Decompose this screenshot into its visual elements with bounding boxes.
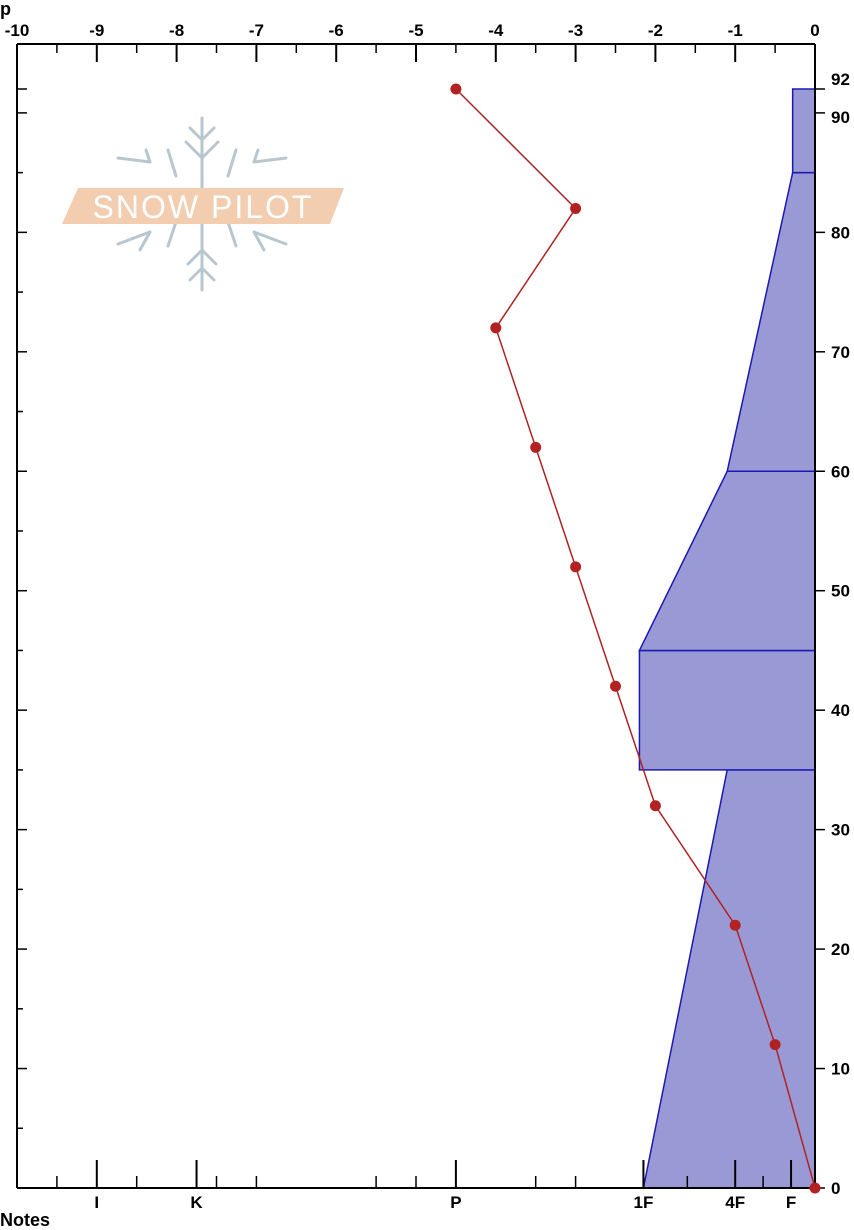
top-tick-label: -2: [648, 21, 663, 40]
snow-pilot-logo: SNOW PILOT: [62, 116, 344, 292]
top-tick-label: -10: [5, 21, 30, 40]
temperature-point: [809, 1182, 821, 1194]
right-tick-label: 80: [831, 223, 850, 242]
temperature-point: [570, 561, 582, 573]
right-tick-label: 92: [831, 70, 850, 89]
bottom-tick-label: K: [190, 1193, 203, 1212]
top-tick-label: -8: [169, 21, 184, 40]
right-tick-label: 20: [831, 940, 850, 959]
temperature-point: [610, 680, 621, 692]
top-tick-label: -4: [488, 21, 504, 40]
hardness-layer-1: [638, 649, 816, 771]
bottom-tick-label: I: [94, 1193, 99, 1212]
hardness-layer-4: [791, 88, 816, 174]
right-tick-label: 50: [831, 582, 850, 601]
temperature-point: [570, 202, 582, 214]
right-tick-label: 60: [831, 462, 850, 481]
temperature-point: [769, 1039, 781, 1051]
notes-label: Notes: [0, 1210, 51, 1230]
bottom-tick-label: F: [786, 1193, 796, 1212]
bottom-tick-label: 4F: [725, 1193, 745, 1212]
hardness-layers: [638, 88, 816, 1189]
right-tick-label: 90: [831, 108, 850, 127]
right-tick-label: 10: [831, 1060, 850, 1079]
logo-text: SNOW PILOT: [93, 189, 314, 225]
top-tick-label: -3: [568, 21, 583, 40]
hardness-layer-0: [642, 769, 816, 1189]
cut-top-label: p: [0, 0, 11, 19]
bottom-tick-label: 1F: [634, 1193, 654, 1212]
hardness-layer-3: [726, 171, 816, 473]
top-tick-label: 0: [810, 21, 819, 40]
temperature-profile: [450, 83, 821, 1194]
temperature-point: [729, 919, 741, 931]
temperature-point: [649, 800, 661, 812]
bottom-tick-label: P: [450, 1193, 461, 1212]
right-tick-label: 40: [831, 701, 850, 720]
hardness-layer-2: [638, 470, 816, 652]
top-tick-label: -9: [89, 21, 104, 40]
right-tick-label: 0: [831, 1179, 840, 1198]
top-tick-label: -7: [249, 21, 264, 40]
bottom-axis: I K P 1F 4F F: [56, 1160, 796, 1212]
temperature-point: [450, 83, 462, 95]
temperature-point: [490, 322, 502, 334]
temperature-point: [530, 441, 542, 453]
temperature-line: [455, 88, 816, 1189]
right-tick-label: 70: [831, 343, 850, 362]
top-axis: -10 -9 -8 -7 -6 -5 -4 -3 -2 -1 0: [5, 21, 820, 62]
right-axis: 0 10 20 30 40 50 60 70 80 90 92: [17, 70, 850, 1198]
right-tick-label: 30: [831, 821, 850, 840]
top-tick-label: -1: [728, 21, 743, 40]
top-tick-label: -5: [408, 21, 423, 40]
top-tick-label: -6: [329, 21, 344, 40]
